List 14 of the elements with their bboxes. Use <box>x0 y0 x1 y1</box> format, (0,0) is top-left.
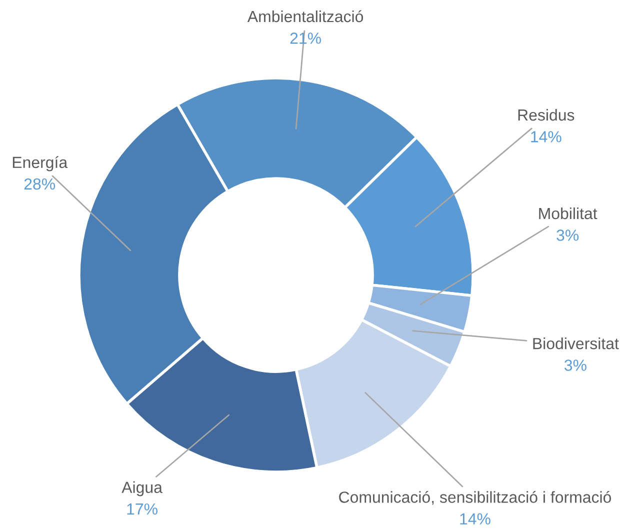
slice-label: Residus <box>518 108 574 121</box>
data-label: 3% <box>564 360 586 371</box>
slice-label: Biodiversitat <box>533 337 619 350</box>
slice-label: Energía <box>12 156 68 172</box>
slice-label: Comunicació, sensibilització i formació <box>339 490 612 505</box>
data-label: 14% <box>531 131 562 142</box>
data-label: 21% <box>290 32 321 44</box>
data-label: 3% <box>556 230 579 241</box>
data-label: 17% <box>127 503 158 515</box>
data-label: 28% <box>24 178 56 190</box>
data-label: 14% <box>460 513 490 524</box>
slice-label: Mobilitat <box>539 207 598 220</box>
slice-label: Ambientalització <box>247 10 364 22</box>
slice-label: Aigua <box>122 481 162 496</box>
